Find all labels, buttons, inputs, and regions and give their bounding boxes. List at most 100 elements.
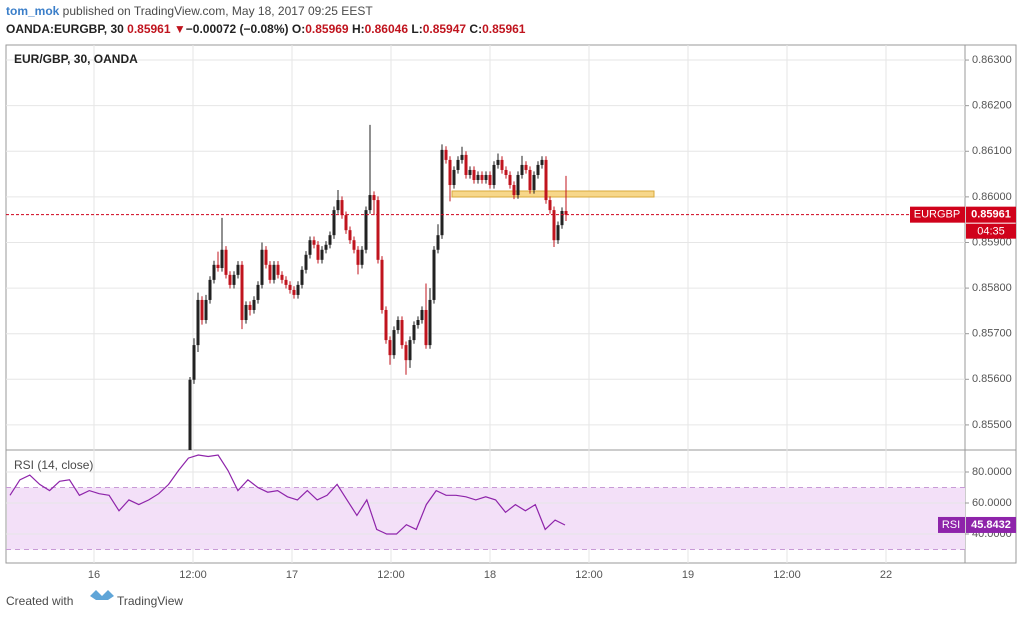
candle-body (332, 210, 336, 236)
candle-body (260, 249, 264, 285)
candle-body (564, 211, 568, 215)
x-tick-label: 17 (286, 569, 298, 581)
price-label: 0.85961 (971, 209, 1011, 221)
candle-body (316, 244, 320, 260)
y-tick-label: 0.86000 (972, 191, 1012, 203)
candle-body (484, 174, 488, 180)
candle-body (244, 304, 248, 321)
candle-body (236, 264, 240, 275)
l-label: L: (411, 22, 422, 36)
countdown-label: 04:35 (977, 226, 1005, 238)
y-tick-label: 0.85500 (972, 419, 1012, 431)
candle-body (540, 159, 544, 165)
candle-body (496, 159, 500, 165)
candle-body (480, 174, 484, 180)
candle-body (500, 159, 504, 170)
y-tick-label: 60.0000 (972, 497, 1012, 509)
candle-body (532, 174, 536, 191)
candle-body (548, 200, 552, 211)
footer-brand[interactable]: TradingView (117, 594, 183, 608)
candle-body (520, 164, 524, 175)
candle-body (272, 264, 276, 280)
candle-body (336, 200, 340, 211)
candle-body (240, 264, 244, 321)
candle-body (444, 149, 448, 160)
y-tick-label: 0.86200 (972, 100, 1012, 112)
candle-body (528, 169, 532, 191)
x-tick-label: 19 (682, 569, 694, 581)
candle-body (292, 289, 296, 295)
candle-body (560, 211, 564, 226)
candle-body (376, 200, 380, 260)
candle-body (380, 259, 384, 310)
countdown-badge (966, 223, 1016, 239)
candle-body (384, 309, 388, 341)
candle-body (416, 320, 420, 326)
candle-body (432, 249, 436, 300)
candle-body (392, 330, 396, 356)
y-tick-label: 0.86300 (972, 54, 1012, 66)
symbol-label: EURGBP (914, 209, 960, 221)
plot (6, 45, 965, 563)
candle-body (396, 320, 400, 331)
candle-body (320, 249, 324, 260)
y-tick-label: 0.85700 (972, 328, 1012, 340)
high: 0.86046 (365, 22, 409, 36)
candle-body (468, 169, 472, 175)
candle-body (476, 174, 480, 180)
candle-body (196, 299, 200, 346)
y-tick-label: 0.85900 (972, 236, 1012, 248)
candle-body (344, 215, 348, 231)
candle-body (536, 164, 540, 175)
candle-body (456, 159, 460, 170)
candle-body (364, 210, 368, 250)
candle-body (256, 284, 260, 300)
candle-body (400, 320, 404, 346)
candle-body (248, 304, 252, 310)
y-tick-label: 0.85800 (972, 282, 1012, 294)
candle-body (312, 240, 316, 245)
candle-body (388, 340, 392, 356)
o-label: O: (292, 22, 305, 36)
last: 0.85961 (127, 22, 171, 36)
candle-body (324, 244, 328, 250)
candle-body (508, 174, 512, 186)
rsi-name: RSI (942, 519, 960, 531)
candle-body (284, 279, 288, 285)
author[interactable]: tom_mok (6, 4, 60, 18)
candle-body (288, 284, 292, 290)
zone-drawing[interactable] (451, 190, 655, 198)
footer-created: Created with (6, 594, 73, 608)
published: published on TradingView.com, May 18, 20… (59, 4, 373, 18)
candle-body (356, 249, 360, 265)
candle-body (216, 264, 220, 269)
x-tick-label: 12:00 (377, 569, 405, 581)
y-tick-label: 0.86100 (972, 145, 1012, 157)
candle-body (424, 309, 428, 346)
candle-body (200, 299, 204, 321)
candle-body (300, 269, 304, 285)
c-label: C: (469, 22, 482, 36)
candle-body (460, 154, 464, 160)
candle-body (556, 225, 560, 241)
candle-body (208, 279, 212, 300)
candle-body (448, 159, 452, 186)
candle-body (280, 274, 284, 280)
candle-body (252, 299, 256, 310)
candles (188, 124, 568, 450)
candle-body (408, 340, 412, 361)
candle-body (552, 210, 556, 241)
candle-body (368, 195, 372, 211)
candle-body (264, 249, 268, 265)
candle-body (420, 309, 424, 321)
candle-body (472, 169, 476, 180)
candle-body (412, 325, 416, 341)
candle-body (340, 200, 344, 216)
y-tick-label: 0.85600 (972, 373, 1012, 385)
header-line: tom_mok published on TradingView.com, Ma… (6, 4, 373, 18)
h-label: H: (352, 22, 365, 36)
rsi-name-badge (938, 516, 965, 533)
